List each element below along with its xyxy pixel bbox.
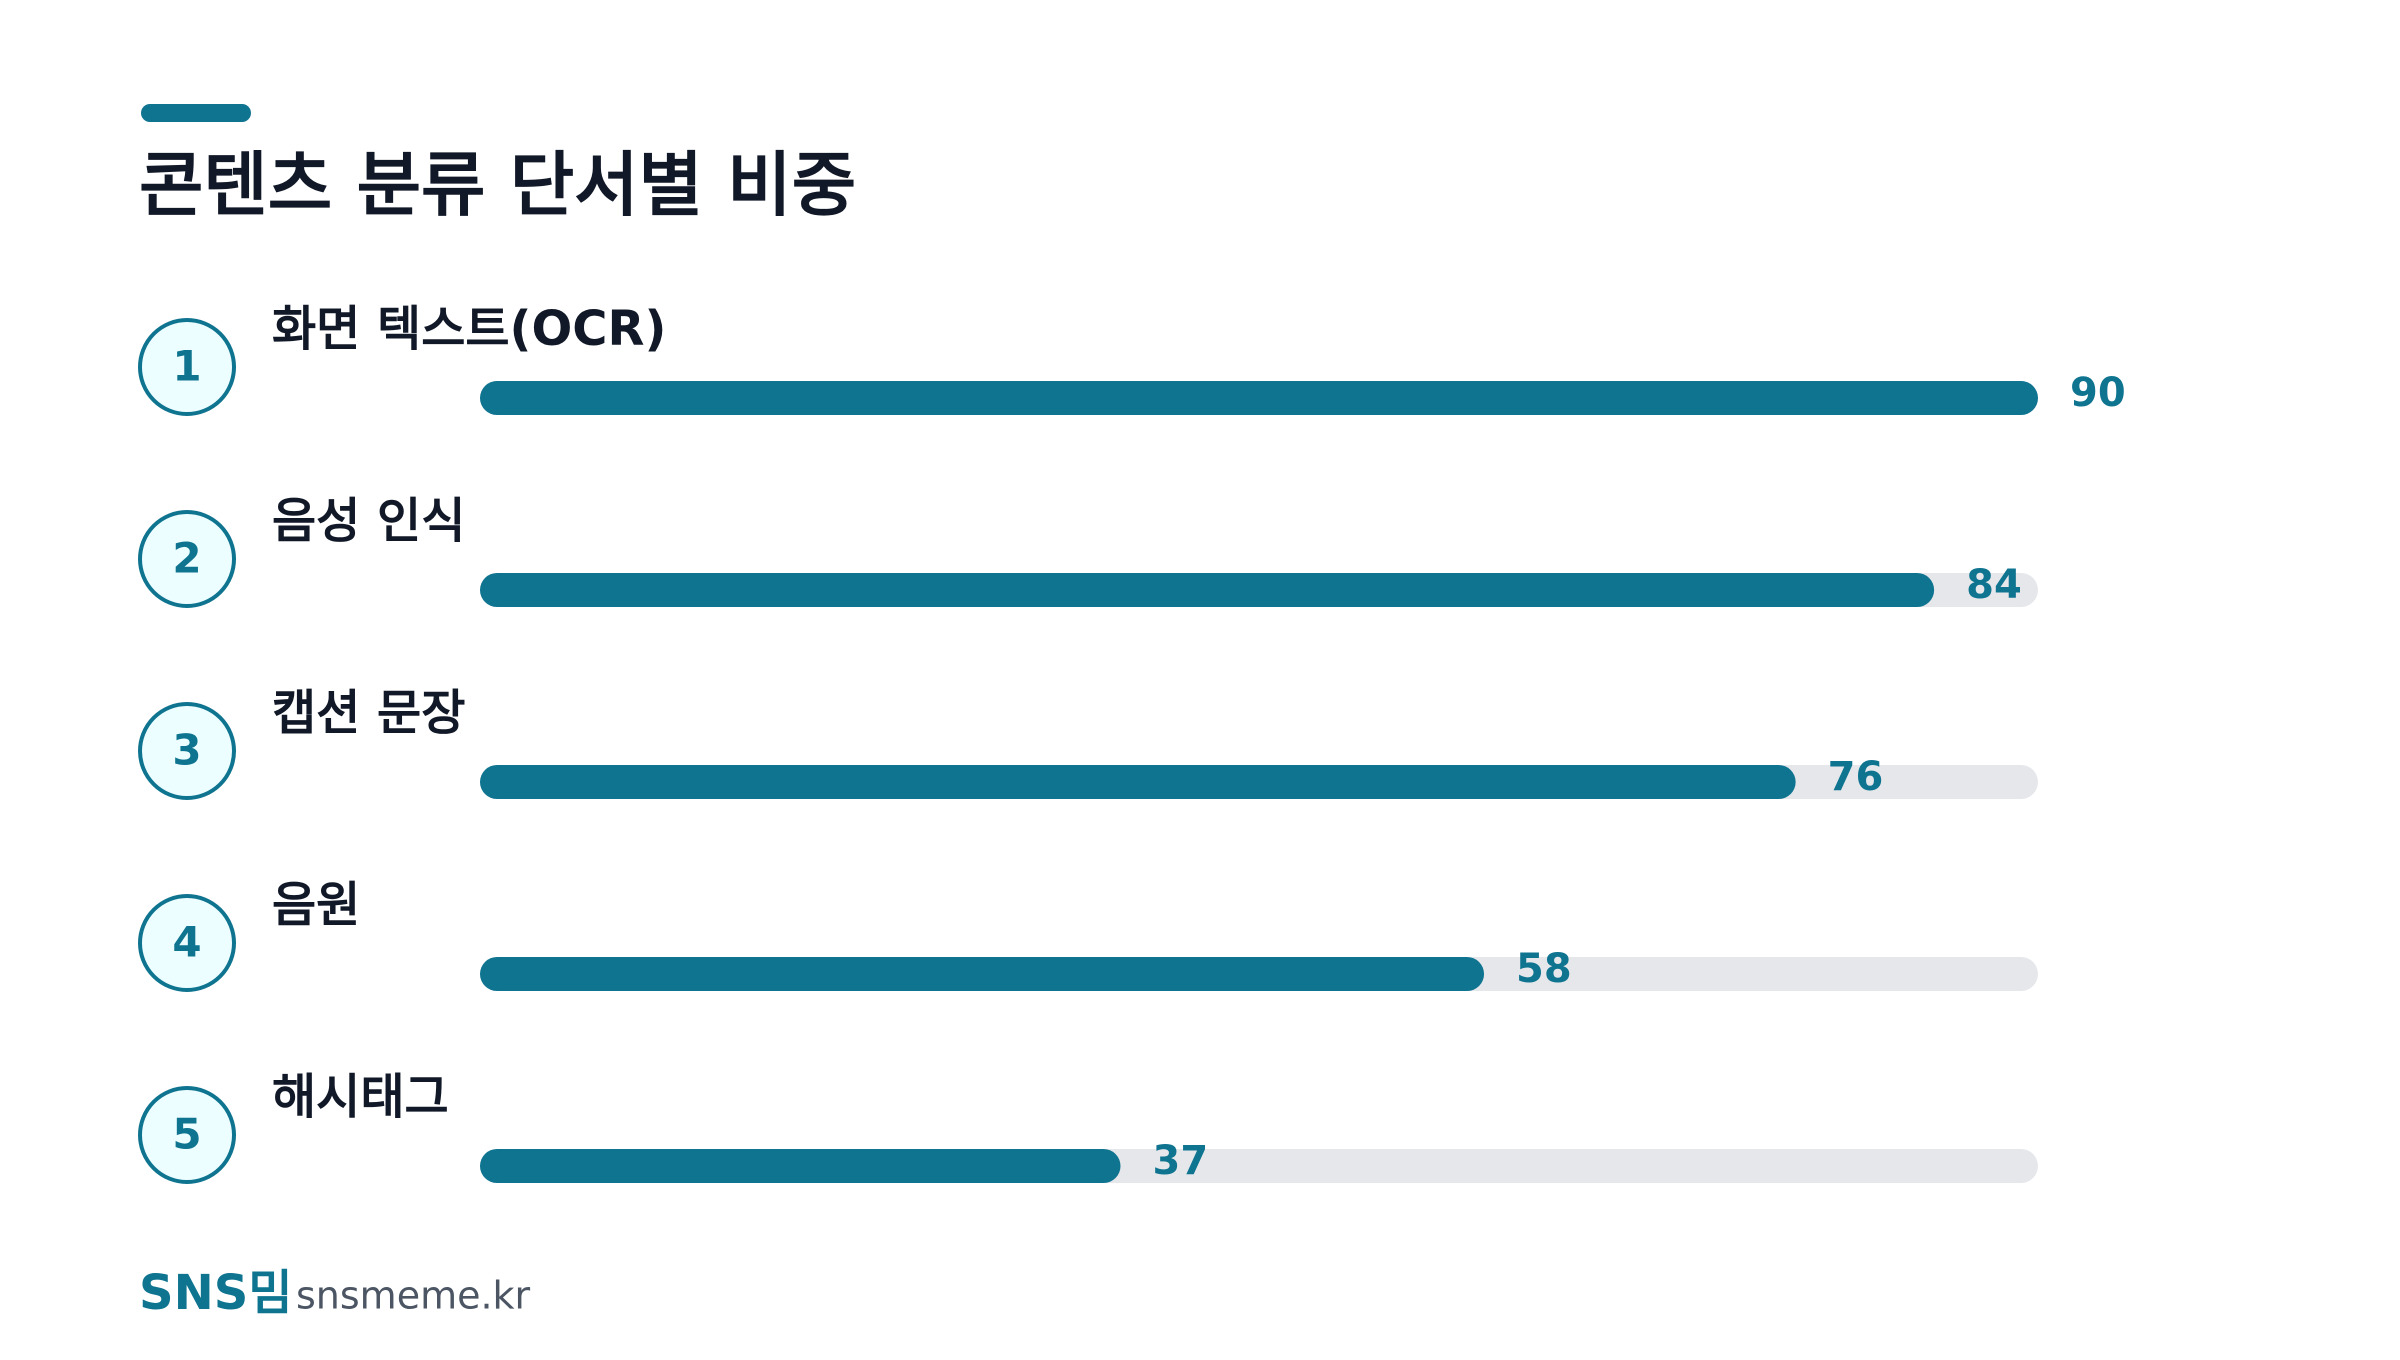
value-label: 84 (1966, 562, 2022, 608)
rank-number: 1 (172, 342, 201, 391)
rank-number: 4 (172, 918, 201, 967)
rank-badge (138, 318, 236, 416)
category-label: 화면 텍스트(OCR) (272, 301, 666, 357)
value-label: 90 (2070, 370, 2126, 416)
rank-badge (138, 510, 236, 608)
brand: SNS밈 (139, 1265, 292, 1321)
value-label: 37 (1153, 1138, 1209, 1184)
category-label: 캡션 문장 (272, 685, 465, 741)
title-accent (141, 104, 251, 122)
rank-badge (138, 894, 236, 992)
bar (480, 1149, 1121, 1183)
category-label: 해시태그 (272, 1069, 449, 1125)
chart-title: 콘텐츠 분류 단서별 비중 (139, 144, 856, 226)
bar (480, 957, 1485, 991)
bar (480, 573, 1935, 607)
rank-badge (138, 702, 236, 800)
rank-number: 5 (172, 1110, 201, 1159)
source: snsmeme.kr (296, 1274, 531, 1318)
value-label: 58 (1516, 946, 1572, 992)
category-label: 음성 인식 (272, 493, 465, 549)
bar (480, 381, 2038, 415)
rank-badge (138, 1086, 236, 1184)
bar (480, 765, 1796, 799)
rank-number: 3 (172, 726, 201, 775)
value-label: 76 (1828, 754, 1884, 800)
rank-number: 2 (172, 534, 201, 583)
category-label: 음원 (272, 877, 360, 933)
